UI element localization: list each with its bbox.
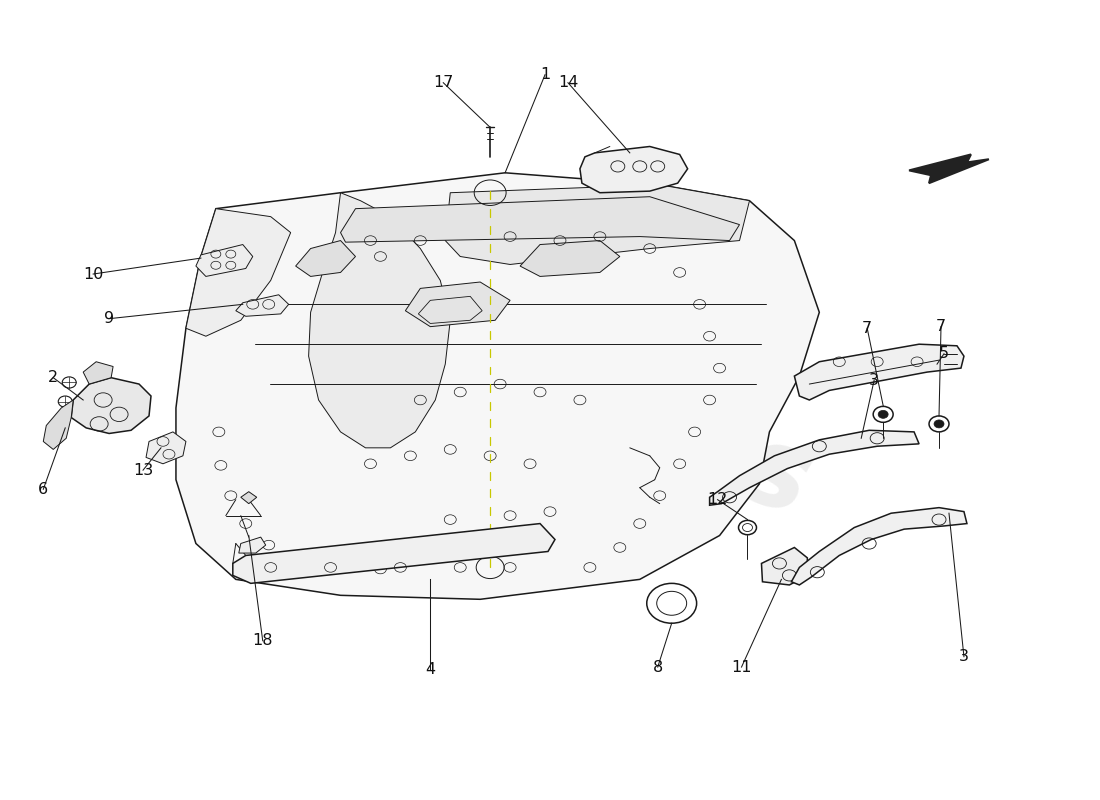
Polygon shape xyxy=(186,209,290,336)
Polygon shape xyxy=(72,378,151,434)
Polygon shape xyxy=(309,193,450,448)
Text: 13: 13 xyxy=(133,462,153,478)
Circle shape xyxy=(878,410,888,418)
Polygon shape xyxy=(146,432,186,464)
Text: 3: 3 xyxy=(869,373,879,387)
Text: 14: 14 xyxy=(558,75,579,90)
Polygon shape xyxy=(196,245,253,277)
Polygon shape xyxy=(341,197,739,242)
Text: 12: 12 xyxy=(707,492,728,507)
Text: 8: 8 xyxy=(652,659,663,674)
Circle shape xyxy=(934,420,944,428)
Text: 11: 11 xyxy=(732,659,751,674)
Text: 6: 6 xyxy=(39,482,48,497)
Polygon shape xyxy=(909,154,989,183)
Text: 9: 9 xyxy=(104,311,114,326)
Text: 2: 2 xyxy=(48,370,58,385)
Polygon shape xyxy=(710,430,920,506)
Polygon shape xyxy=(406,282,510,326)
Polygon shape xyxy=(446,185,749,265)
Polygon shape xyxy=(241,492,256,504)
Polygon shape xyxy=(791,508,967,585)
Text: 7: 7 xyxy=(862,321,872,336)
Text: 3: 3 xyxy=(959,650,969,664)
Polygon shape xyxy=(520,241,619,277)
Polygon shape xyxy=(43,400,74,450)
Polygon shape xyxy=(580,146,688,193)
Text: 5: 5 xyxy=(939,346,949,362)
Text: a passion for parts: a passion for parts xyxy=(368,435,672,572)
Polygon shape xyxy=(235,294,288,316)
Text: 17: 17 xyxy=(433,75,453,90)
Polygon shape xyxy=(233,523,556,583)
Polygon shape xyxy=(239,537,266,553)
Polygon shape xyxy=(296,241,355,277)
Polygon shape xyxy=(794,344,964,400)
Polygon shape xyxy=(761,547,807,585)
Text: 18: 18 xyxy=(253,634,273,648)
Text: 10: 10 xyxy=(82,266,103,282)
Text: 1: 1 xyxy=(540,67,550,82)
Text: 4: 4 xyxy=(426,662,436,677)
Text: europarts: europarts xyxy=(213,229,827,539)
Polygon shape xyxy=(176,173,820,599)
Text: 7: 7 xyxy=(936,319,946,334)
Polygon shape xyxy=(84,362,113,384)
